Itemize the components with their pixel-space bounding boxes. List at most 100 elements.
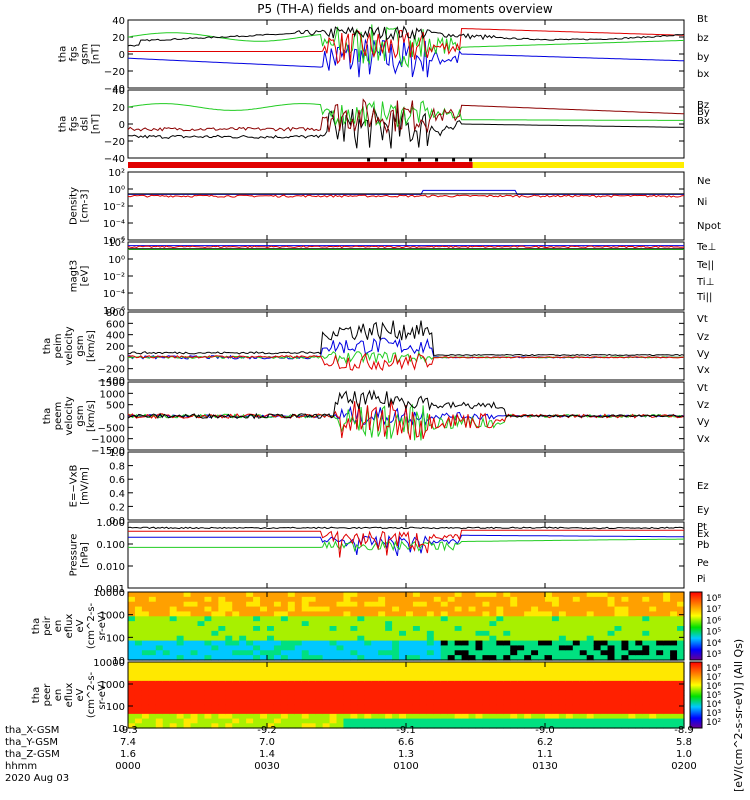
spectrogram-cell bbox=[357, 596, 365, 603]
spectrogram-cell bbox=[343, 626, 351, 632]
spectrogram-cell bbox=[461, 596, 470, 603]
spectrogram-cell bbox=[600, 650, 609, 656]
spectrogram-cell bbox=[440, 611, 449, 617]
spectrogram-cell bbox=[517, 685, 525, 691]
spectrogram-cell bbox=[607, 640, 616, 647]
spectrogram-cell bbox=[649, 630, 657, 637]
spectrogram-cell bbox=[503, 621, 511, 627]
spectrogram-cell bbox=[475, 596, 484, 603]
spectrogram-cell bbox=[558, 685, 567, 691]
series-line-by bbox=[127, 24, 685, 69]
footer-value: -9.3 bbox=[118, 725, 138, 736]
spectrogram-cell bbox=[176, 650, 185, 656]
spectrogram-cell bbox=[141, 662, 150, 668]
spectrogram-cell bbox=[503, 671, 511, 677]
spectrogram-cell bbox=[218, 606, 226, 613]
spectrogram-cell bbox=[600, 666, 609, 673]
spectrogram-cell bbox=[350, 662, 358, 668]
spectrogram-cell bbox=[607, 650, 616, 656]
legend-Ey: Ey bbox=[697, 505, 709, 516]
spectrogram-cell bbox=[148, 635, 157, 642]
spectrogram-cell bbox=[183, 676, 192, 682]
spectrogram-cell bbox=[134, 680, 143, 687]
spectrogram-cell bbox=[197, 592, 206, 598]
spectrogram-cell bbox=[343, 680, 351, 687]
spectrogram-cell bbox=[392, 601, 400, 608]
spectrogram-cell bbox=[141, 713, 150, 720]
spectrogram-cell bbox=[600, 635, 609, 642]
spectrogram-cell bbox=[294, 676, 303, 682]
spectrogram-cell bbox=[267, 666, 275, 673]
spectrogram-cell bbox=[385, 695, 393, 701]
spectrogram-cell bbox=[169, 704, 178, 710]
spectrogram-cell bbox=[134, 592, 143, 598]
spectrogram-cell bbox=[183, 680, 192, 687]
spectrogram-cell bbox=[642, 695, 650, 701]
spectrogram-cell bbox=[600, 645, 609, 651]
spectrogram-cell bbox=[169, 650, 178, 656]
spectrogram-cell bbox=[343, 699, 351, 706]
spectrogram-cell bbox=[225, 709, 233, 715]
spectrogram-cell bbox=[134, 676, 143, 682]
spectrogram-cell bbox=[503, 601, 511, 608]
spectrogram-cell bbox=[329, 690, 338, 696]
spectrogram-cell bbox=[531, 640, 539, 647]
spectrogram-cell bbox=[273, 601, 282, 608]
spectrogram-cell bbox=[489, 645, 497, 651]
spectrogram-cell bbox=[558, 635, 567, 642]
spectrogram-cell bbox=[343, 655, 351, 661]
spectrogram-cell bbox=[482, 616, 490, 622]
spectrogram-cell bbox=[433, 676, 442, 682]
footer-value: 0200 bbox=[671, 761, 696, 772]
spectrogram-cell bbox=[468, 630, 477, 637]
spectrogram-cell bbox=[531, 713, 539, 720]
spectrogram-cell bbox=[399, 690, 407, 696]
spectrogram-cell bbox=[531, 695, 539, 701]
spectrogram-cell bbox=[461, 640, 470, 647]
spectrogram-cell bbox=[510, 699, 518, 706]
spectrogram-cell bbox=[621, 655, 629, 661]
legend-Pb: Pb bbox=[697, 540, 709, 551]
spectrogram-cell bbox=[621, 723, 629, 729]
spectrogram-cell bbox=[141, 616, 150, 622]
spectrogram-cell bbox=[378, 611, 386, 617]
spectrogram-cell bbox=[225, 671, 233, 677]
spectrogram-cell bbox=[586, 606, 595, 613]
spectrogram-cell bbox=[614, 626, 623, 632]
spectrogram-cell bbox=[141, 611, 150, 617]
spectrogram-cell bbox=[399, 662, 407, 668]
spectrogram-cell bbox=[378, 685, 386, 691]
spectrogram-cell bbox=[399, 596, 407, 603]
spectrogram-cell bbox=[343, 723, 351, 729]
spectrogram-cell bbox=[322, 685, 331, 691]
spectrogram-cell bbox=[551, 645, 560, 651]
spectrogram-cell bbox=[426, 723, 435, 729]
spectrogram-cell bbox=[162, 655, 171, 661]
spectrogram-cell bbox=[301, 685, 310, 691]
spectrogram-cell bbox=[128, 676, 136, 682]
spectrogram-cell bbox=[162, 666, 171, 673]
spectrogram-cell bbox=[656, 695, 664, 701]
legend-Vx: Vx bbox=[697, 365, 710, 376]
y-tick-label: 0 bbox=[119, 353, 125, 364]
spectrogram-cell bbox=[350, 723, 358, 729]
spectrogram-cell bbox=[482, 606, 490, 613]
spectrogram-cell bbox=[225, 676, 233, 682]
spectrogram-cell bbox=[524, 616, 532, 622]
spectrogram-cell bbox=[635, 671, 643, 677]
spectrogram-cell bbox=[531, 592, 539, 598]
spectrogram-cell bbox=[524, 671, 532, 677]
spectrogram-cell bbox=[134, 718, 143, 724]
spectrogram-cell bbox=[524, 723, 532, 729]
spectrogram-cell bbox=[600, 676, 609, 682]
spectrogram-cell bbox=[635, 666, 643, 673]
legend-By: By bbox=[697, 107, 710, 118]
spectrogram-cell bbox=[475, 640, 484, 647]
spectrogram-cell bbox=[399, 626, 407, 632]
spectrogram-cell bbox=[211, 723, 219, 729]
spectrogram-cell bbox=[155, 690, 164, 696]
spectrogram-cell bbox=[225, 713, 233, 720]
spectrogram-cell bbox=[663, 699, 671, 706]
spectrogram-cell bbox=[162, 621, 171, 627]
spectrogram-cell bbox=[273, 635, 282, 642]
